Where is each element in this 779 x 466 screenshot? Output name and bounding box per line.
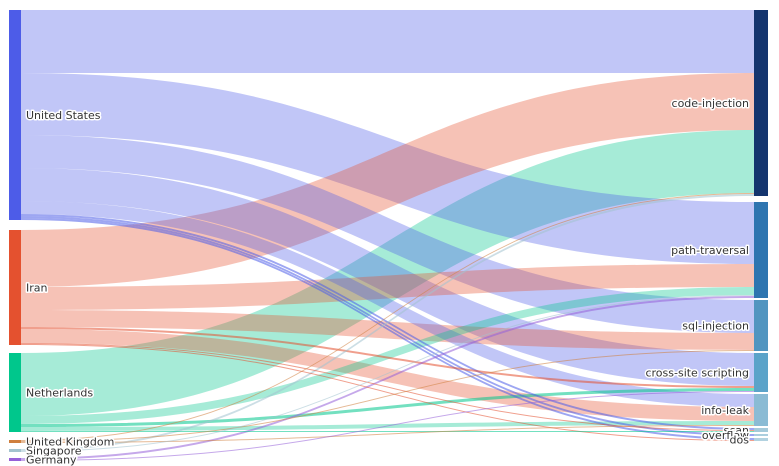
node-label-netherlands: Netherlands (26, 387, 93, 400)
sankey-link-united-states-to-dos[interactable] (21, 218, 754, 440)
sankey-link-singapore-to-path-traversal[interactable] (21, 295, 754, 452)
sankey-link-netherlands-to-path-traversal[interactable] (21, 287, 754, 424)
sankey-link-netherlands-to-cross-site-scripting[interactable] (21, 388, 754, 427)
node-label-overflow: overflow (702, 429, 749, 442)
sankey-node-overflow[interactable] (754, 434, 768, 436)
node-label-united-states: United States (26, 109, 101, 122)
node-label-cross-site-scripting: cross-site scripting (645, 367, 749, 380)
sankey-link-iran-to-cross-site-scripting[interactable] (21, 327, 754, 388)
sankey-link-united-states-to-sql-injection[interactable] (21, 135, 754, 333)
sankey-node-cross-site-scripting[interactable] (754, 353, 768, 392)
sankey-node-path-traversal[interactable] (754, 202, 768, 298)
sankey-link-iran-to-code-injection[interactable] (21, 73, 754, 287)
sankey-node-singapore[interactable] (9, 449, 21, 452)
sankey-node-united-kingdom[interactable] (9, 440, 21, 443)
node-label-sql-injection: sql-injection (682, 320, 749, 333)
node-label-dos: dos (730, 434, 750, 447)
sankey-link-united-states-to-code-injection[interactable] (21, 10, 754, 73)
sankey-node-sql-injection[interactable] (754, 300, 768, 351)
node-label-scan: scan (724, 424, 750, 437)
sankey-link-united-kingdom-to-sql-injection[interactable] (21, 350, 754, 442)
node-label-iran: Iran (26, 282, 48, 295)
sankey-link-germany-to-path-traversal[interactable] (21, 296, 754, 460)
node-label-code-injection: code-injection (672, 97, 749, 110)
sankey-link-netherlands-to-code-injection[interactable] (21, 130, 754, 416)
sankey-node-iran[interactable] (9, 230, 21, 345)
sankey-link-united-states-to-info-leak[interactable] (21, 201, 754, 407)
sankey-node-united-states[interactable] (9, 10, 21, 220)
node-label-path-traversal: path-traversal (671, 244, 749, 257)
node-label-info-leak: info-leak (701, 404, 749, 417)
sankey-node-netherlands[interactable] (9, 353, 21, 432)
sankey-node-germany[interactable] (9, 458, 21, 461)
sankey-link-germany-to-cross-site-scripting[interactable] (21, 391, 754, 461)
node-label-germany: Germany (26, 454, 77, 466)
sankey-link-singapore-to-code-injection[interactable] (21, 194, 754, 451)
sankey-link-united-states-to-overflow[interactable] (21, 216, 754, 436)
sankey-link-iran-to-path-traversal[interactable] (21, 264, 754, 310)
node-label-united-kingdom: United Kingdom (26, 436, 114, 449)
sankey-node-code-injection[interactable] (754, 10, 768, 196)
sankey-link-united-kingdom-to-info-leak[interactable] (21, 425, 754, 443)
sankey-link-united-kingdom-to-code-injection[interactable] (21, 193, 754, 441)
sankey-link-iran-to-scan[interactable] (21, 343, 754, 431)
sankey-node-info-leak[interactable] (754, 394, 768, 426)
sankey-link-iran-to-dos[interactable] (21, 344, 754, 441)
sankey-node-dos[interactable] (754, 438, 768, 441)
sankey-node-scan[interactable] (754, 428, 768, 432)
node-label-singapore: Singapore (26, 445, 82, 458)
sankey-link-iran-to-info-leak[interactable] (21, 329, 754, 421)
sankey-link-united-states-to-cross-site-scripting[interactable] (21, 168, 754, 386)
sankey-link-united-states-to-path-traversal[interactable] (21, 73, 754, 264)
